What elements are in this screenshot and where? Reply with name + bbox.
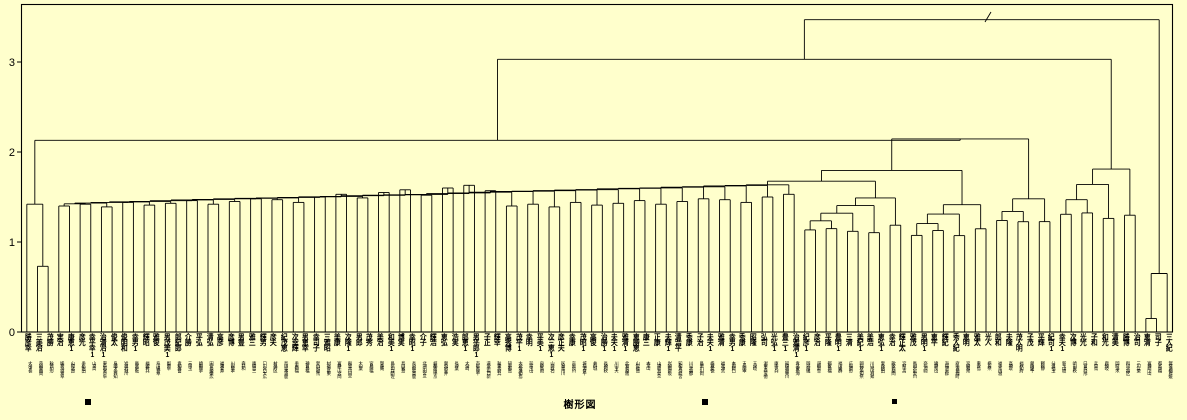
svg-text:1: 1 <box>9 237 15 249</box>
svg-text:3: 3 <box>9 57 15 69</box>
svg-text:2: 2 <box>9 147 15 159</box>
svg-text:0: 0 <box>9 327 15 339</box>
